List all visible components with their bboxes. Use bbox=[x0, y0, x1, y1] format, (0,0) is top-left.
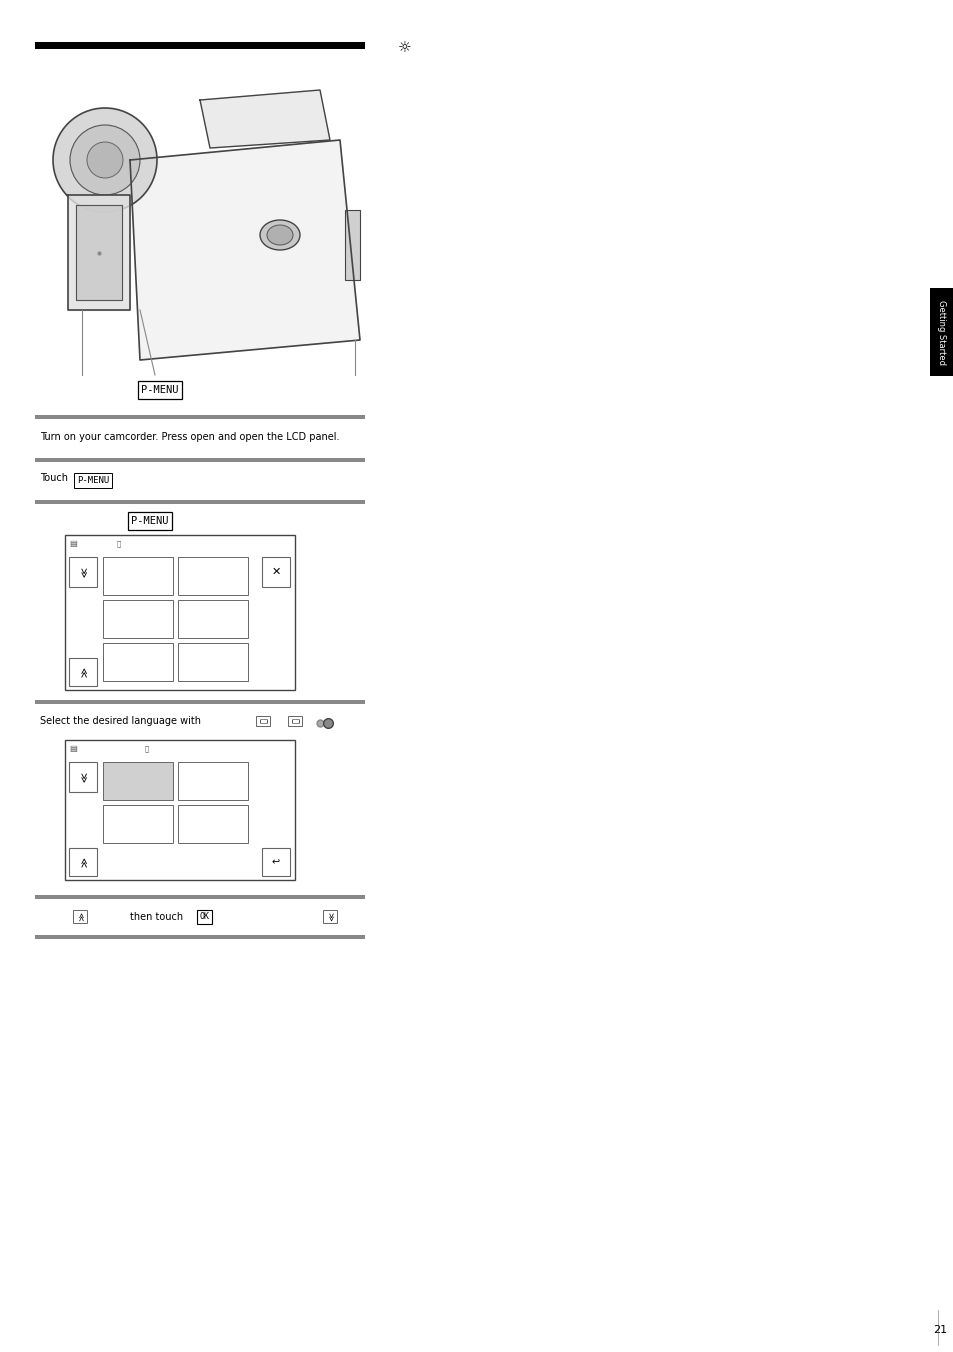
Text: Select the desired language with: Select the desired language with bbox=[40, 717, 201, 726]
Text: 🔧: 🔧 bbox=[117, 539, 121, 546]
Bar bbox=[69, 658, 97, 685]
Bar bbox=[178, 763, 248, 800]
Text: ≪: ≪ bbox=[291, 718, 299, 723]
Text: ☼: ☼ bbox=[397, 41, 412, 55]
Text: OK: OK bbox=[200, 913, 210, 921]
Bar bbox=[103, 804, 172, 844]
Bar bbox=[178, 600, 248, 638]
Text: 21: 21 bbox=[932, 1325, 946, 1334]
Bar bbox=[35, 42, 365, 49]
Polygon shape bbox=[200, 91, 330, 147]
Text: ✕: ✕ bbox=[271, 566, 280, 577]
Text: ▤: ▤ bbox=[69, 744, 77, 753]
Circle shape bbox=[87, 142, 123, 178]
Text: Turn on your camcorder. Press open and open the LCD panel.: Turn on your camcorder. Press open and o… bbox=[40, 433, 339, 442]
Bar bbox=[69, 763, 97, 792]
Ellipse shape bbox=[267, 224, 293, 245]
Bar bbox=[103, 644, 172, 681]
Bar bbox=[103, 763, 172, 800]
Text: P-MENU: P-MENU bbox=[77, 476, 110, 485]
Text: ≪: ≪ bbox=[75, 913, 85, 921]
Bar bbox=[178, 557, 248, 595]
Text: ≫: ≫ bbox=[325, 913, 335, 921]
Text: Getting Started: Getting Started bbox=[937, 300, 945, 365]
Bar bbox=[35, 500, 365, 504]
Text: ≫: ≫ bbox=[78, 772, 88, 781]
Polygon shape bbox=[76, 206, 122, 300]
Text: ≫: ≫ bbox=[78, 566, 88, 577]
Bar bbox=[69, 848, 97, 876]
Bar bbox=[65, 535, 294, 690]
Bar bbox=[103, 557, 172, 595]
Bar bbox=[262, 557, 290, 587]
Text: ≪: ≪ bbox=[78, 667, 88, 677]
Text: Touch: Touch bbox=[40, 473, 68, 483]
Text: ▤: ▤ bbox=[69, 539, 77, 548]
Bar bbox=[345, 210, 359, 280]
Bar bbox=[178, 644, 248, 681]
Text: P-MENU: P-MENU bbox=[141, 385, 178, 395]
Bar bbox=[35, 415, 365, 419]
Bar bbox=[35, 458, 365, 462]
Polygon shape bbox=[130, 141, 359, 360]
Ellipse shape bbox=[260, 220, 299, 250]
Bar bbox=[65, 740, 294, 880]
Text: ≪: ≪ bbox=[78, 857, 88, 867]
Bar bbox=[262, 848, 290, 876]
Bar bbox=[929, 288, 953, 376]
Bar bbox=[35, 936, 365, 940]
Circle shape bbox=[53, 108, 157, 212]
Polygon shape bbox=[68, 195, 130, 310]
Bar bbox=[103, 600, 172, 638]
Bar bbox=[35, 895, 365, 899]
Circle shape bbox=[70, 124, 140, 195]
Bar bbox=[69, 557, 97, 587]
Text: ≫: ≫ bbox=[258, 718, 267, 723]
Text: P-MENU: P-MENU bbox=[132, 516, 169, 526]
Text: then touch: then touch bbox=[130, 913, 183, 922]
Text: ↩: ↩ bbox=[272, 857, 280, 867]
Bar bbox=[35, 700, 365, 704]
Text: 🔧: 🔧 bbox=[145, 745, 149, 752]
Bar bbox=[178, 804, 248, 844]
